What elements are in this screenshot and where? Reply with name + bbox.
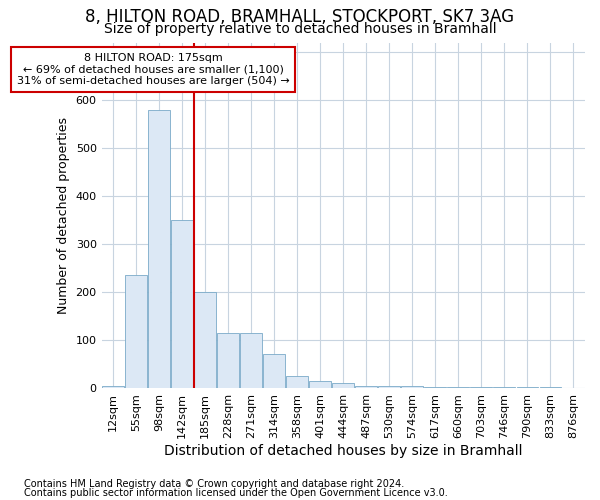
Bar	[401, 386, 423, 388]
Bar	[379, 386, 400, 388]
Bar	[424, 386, 446, 388]
Bar	[125, 275, 147, 388]
Bar	[263, 354, 285, 388]
Bar	[470, 387, 493, 388]
Bar	[448, 386, 469, 388]
Bar	[148, 110, 170, 388]
Bar	[310, 381, 331, 388]
Text: 8 HILTON ROAD: 175sqm
← 69% of detached houses are smaller (1,100)
31% of semi-d: 8 HILTON ROAD: 175sqm ← 69% of detached …	[17, 53, 290, 86]
Bar	[240, 333, 262, 388]
Text: Contains public sector information licensed under the Open Government Licence v3: Contains public sector information licen…	[24, 488, 448, 498]
Text: 8, HILTON ROAD, BRAMHALL, STOCKPORT, SK7 3AG: 8, HILTON ROAD, BRAMHALL, STOCKPORT, SK7…	[85, 8, 515, 26]
Bar	[194, 292, 216, 388]
Bar	[171, 220, 193, 388]
Bar	[217, 333, 239, 388]
Y-axis label: Number of detached properties: Number of detached properties	[57, 116, 70, 314]
Bar	[355, 386, 377, 388]
Text: Contains HM Land Registry data © Crown copyright and database right 2024.: Contains HM Land Registry data © Crown c…	[24, 479, 404, 489]
Bar	[493, 387, 515, 388]
Bar	[102, 386, 124, 388]
Bar	[286, 376, 308, 388]
Bar	[332, 383, 354, 388]
X-axis label: Distribution of detached houses by size in Bramhall: Distribution of detached houses by size …	[164, 444, 523, 458]
Text: Size of property relative to detached houses in Bramhall: Size of property relative to detached ho…	[104, 22, 496, 36]
